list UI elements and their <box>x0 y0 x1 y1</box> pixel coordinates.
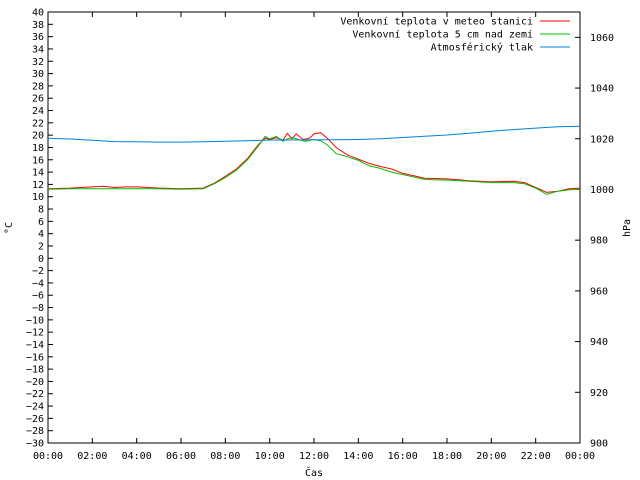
plot-frame <box>47 11 581 444</box>
y-left-axis-ticks: −30−28−26−24−22−20−18−16−14−12−10−8−6−4−… <box>26 8 53 450</box>
x-tick-label: 02:00 <box>77 451 107 462</box>
y-left-tick-label: −8 <box>32 303 44 314</box>
y-left-tick-label: −26 <box>26 414 44 425</box>
y-left-tick-label: −12 <box>26 328 44 339</box>
y-right-tick-label: 980 <box>590 236 608 247</box>
x-tick-label: 00:00 <box>33 451 63 462</box>
y-left-tick-label: −6 <box>32 291 44 302</box>
y-right-tick-label: 900 <box>590 439 608 450</box>
series-line-2 <box>47 135 581 195</box>
y-right-tick-label: 940 <box>590 337 608 348</box>
legend-label-1: Venkovní teplota v meteo stanici <box>340 16 533 28</box>
y-left-tick-label: 4 <box>38 229 44 240</box>
x-axis-ticks: 00:00 02:00 04:00 06:00 08:00 10:00 12:00 14:00… <box>33 12 595 462</box>
x-tick-label: 16:00 <box>388 451 418 462</box>
y-left-tick-label: −16 <box>26 352 44 363</box>
y-left-tick-label: 34 <box>32 44 44 55</box>
y-left-tick-label: 0 <box>38 254 44 265</box>
y-right-axis-ticks: 900 920 940 960 980 1000 1020 1040 1060 <box>575 33 614 450</box>
x-tick-label: 14:00 <box>343 451 373 462</box>
y-left-tick-label: −10 <box>26 315 44 326</box>
y-left-axis-title: °C <box>4 222 15 234</box>
y-left-tick-label: 28 <box>32 81 44 92</box>
x-tick-label: 08:00 <box>210 451 240 462</box>
y-left-tick-label: 14 <box>32 168 44 179</box>
y-left-tick-label: −24 <box>26 402 44 413</box>
y-left-tick-label: −4 <box>32 278 44 289</box>
y-left-tick-label: 26 <box>32 94 44 105</box>
y-left-tick-label: 18 <box>32 143 44 154</box>
y-left-tick-label: −14 <box>26 340 44 351</box>
y-left-tick-label: 8 <box>38 205 44 216</box>
y-right-tick-label: 1020 <box>590 134 614 145</box>
x-tick-label: 20:00 <box>476 451 506 462</box>
y-right-tick-label: 960 <box>590 286 608 297</box>
y-left-tick-label: 32 <box>32 57 44 68</box>
y-right-tick-label: 1060 <box>590 33 614 44</box>
x-tick-label: 12:00 <box>299 451 329 462</box>
legend: Venkovní teplota v meteo staniciVenkovní… <box>340 16 570 54</box>
y-left-tick-label: 20 <box>32 131 44 142</box>
x-tick-label: 06:00 <box>166 451 196 462</box>
y-left-tick-label: 22 <box>32 118 44 129</box>
series-line-3 <box>47 125 581 143</box>
y-left-tick-label: 24 <box>32 106 44 117</box>
y-left-tick-label: −2 <box>32 266 44 277</box>
y-left-tick-label: 12 <box>32 180 44 191</box>
y-left-tick-label: −30 <box>26 439 44 450</box>
x-tick-label: 22:00 <box>521 451 551 462</box>
y-left-tick-label: 2 <box>38 241 44 252</box>
legend-label-3: Atmosférický tlak <box>431 42 533 54</box>
legend-label-2: Venkovní teplota 5 cm nad zemí <box>352 29 533 41</box>
y-left-tick-label: −28 <box>26 426 44 437</box>
y-left-tick-label: 30 <box>32 69 44 80</box>
y-right-axis-title: hPa <box>622 219 633 237</box>
y-right-tick-label: 1040 <box>590 84 614 95</box>
y-right-tick-label: 1000 <box>590 185 614 196</box>
y-right-tick-label: 920 <box>590 388 608 399</box>
y-left-tick-label: 36 <box>32 32 44 43</box>
y-left-tick-label: 38 <box>32 20 44 31</box>
x-tick-label: 18:00 <box>432 451 462 462</box>
y-left-tick-label: 10 <box>32 192 44 203</box>
series-lines <box>47 125 581 195</box>
x-tick-label: 04:00 <box>122 451 152 462</box>
y-left-tick-label: −18 <box>26 365 44 376</box>
x-tick-label: 10:00 <box>255 451 285 462</box>
y-left-tick-label: 40 <box>32 8 44 19</box>
x-axis-title: Čas <box>305 466 323 479</box>
y-left-tick-label: 16 <box>32 155 44 166</box>
y-left-tick-label: 6 <box>38 217 44 228</box>
y-left-tick-label: −22 <box>26 389 44 400</box>
y-left-tick-label: −20 <box>26 377 44 388</box>
x-tick-label: 00:00 <box>565 451 595 462</box>
